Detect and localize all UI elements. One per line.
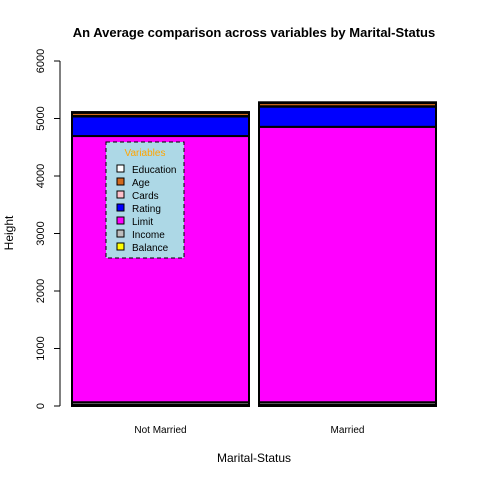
legend-swatch-rating xyxy=(116,203,125,212)
legend-swatch-income xyxy=(116,229,125,238)
x-axis: Not Married Married xyxy=(134,425,364,436)
legend-swatch-limit xyxy=(116,216,125,225)
legend-entry-limit: Limit xyxy=(132,217,153,228)
x-tick-label: Not Married xyxy=(134,425,186,436)
y-tick-label: 3000 xyxy=(35,221,47,245)
legend-swatch-balance xyxy=(116,242,125,251)
legend-swatch-education xyxy=(116,164,125,173)
y-tick-label: 2000 xyxy=(35,279,47,303)
legend: Variables Education Age Cards Rating Limit Inc… xyxy=(105,141,185,259)
y-axis-label: Height xyxy=(2,215,16,250)
legend-entry-education: Education xyxy=(132,165,176,176)
legend-swatch-age xyxy=(116,177,125,186)
y-axis: 0 1000 2000 3000 4000 5000 6000 xyxy=(35,49,61,409)
x-axis-label: Marital-Status xyxy=(217,451,291,465)
y-tick-label: 5000 xyxy=(35,106,47,130)
bar-segment-education-2 xyxy=(258,101,437,105)
y-tick-label: 4000 xyxy=(35,164,47,188)
chart-title: An Average comparison across variables b… xyxy=(73,25,435,40)
y-tick-label: 6000 xyxy=(35,49,47,73)
legend-box xyxy=(105,141,185,259)
bar-segment-education-1 xyxy=(71,111,250,114)
bar-segment-rating-2 xyxy=(258,105,437,128)
legend-title: Variables xyxy=(125,148,166,159)
legend-entry-rating: Rating xyxy=(132,204,161,215)
legend-swatch-cards xyxy=(116,190,125,199)
x-tick-label: Married xyxy=(331,425,365,436)
y-tick-label: 0 xyxy=(35,403,47,409)
legend-entry-balance: Balance xyxy=(132,243,169,254)
legend-entry-income: Income xyxy=(132,230,165,241)
bar-segment-limit-2 xyxy=(258,125,437,404)
legend-entry-cards: Cards xyxy=(132,191,159,202)
legend-entry-age: Age xyxy=(132,178,150,189)
bar-segment-rating-1 xyxy=(71,115,250,138)
y-tick-label: 1000 xyxy=(35,336,47,360)
